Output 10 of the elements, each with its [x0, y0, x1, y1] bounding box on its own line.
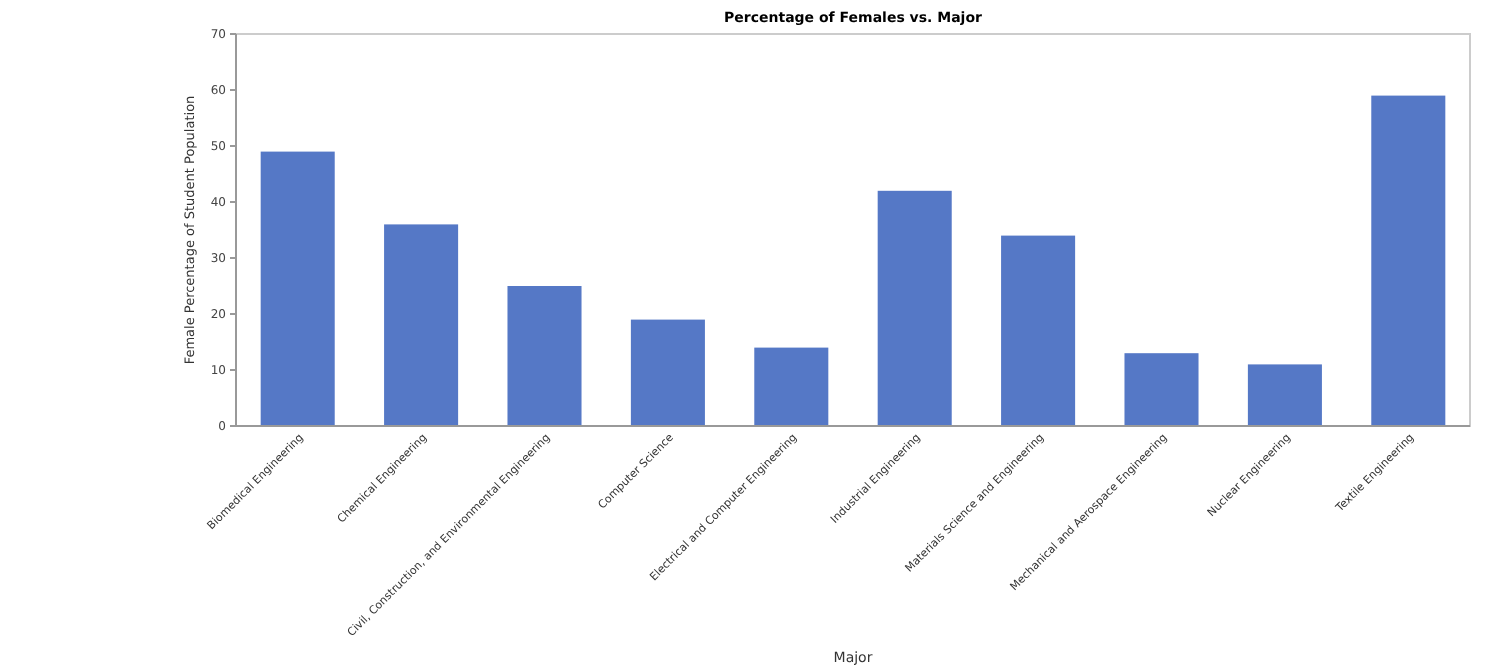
bar: [877, 190, 952, 426]
bar: [1247, 364, 1322, 426]
bar: [1001, 235, 1076, 426]
bar: [260, 151, 335, 426]
bar: [384, 224, 459, 426]
bar: [630, 319, 705, 426]
bar: [754, 347, 829, 426]
bar: [507, 286, 582, 426]
bar: [1124, 353, 1199, 426]
bar: [1371, 95, 1446, 426]
